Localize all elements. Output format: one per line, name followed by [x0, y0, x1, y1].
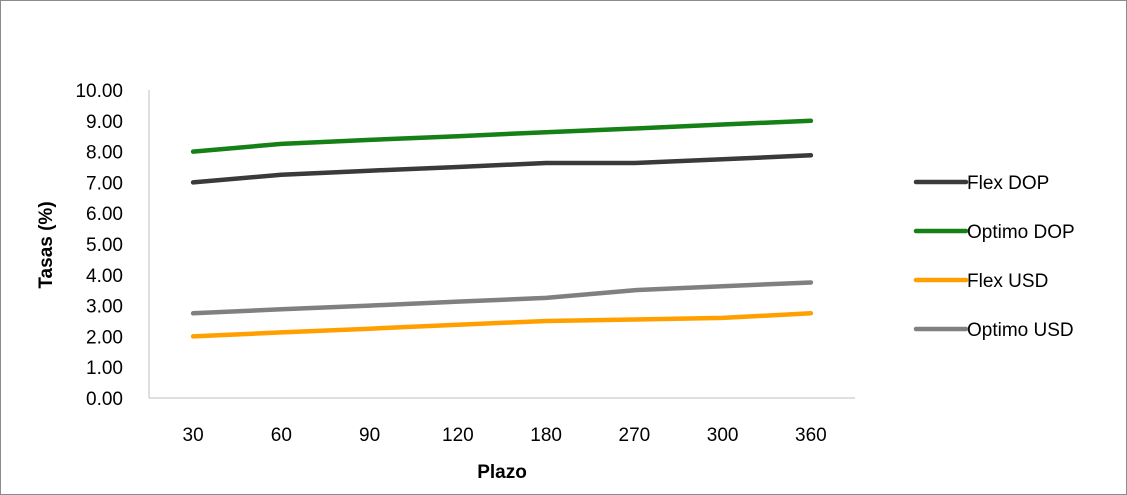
- y-tick-label: 4.00: [86, 266, 123, 287]
- x-tick-label: 180: [530, 425, 562, 446]
- y-tick-label: 8.00: [86, 143, 123, 164]
- y-axis-title: Tasas (%): [36, 201, 57, 288]
- y-tick-label: 0.00: [86, 389, 123, 410]
- x-tick-label: 60: [271, 425, 292, 446]
- series-line-optimo-dop: [190, 118, 814, 154]
- x-tick-label: 30: [183, 425, 204, 446]
- x-tick-label: 120: [442, 425, 474, 446]
- y-tick-label: 3.00: [86, 297, 123, 318]
- legend-label: Optimo USD: [967, 320, 1074, 341]
- series-line-flex-dop: [190, 153, 814, 185]
- x-tick-labels: 30 60 90 120 180 270 300 360: [183, 425, 827, 446]
- legend-label: Flex USD: [967, 271, 1048, 292]
- series-line-optimo-usd: [190, 280, 814, 316]
- x-axis-title: Plazo: [477, 462, 527, 483]
- y-tick-label: 2.00: [86, 327, 123, 348]
- y-tick-label: 6.00: [86, 204, 123, 225]
- x-tick-label: 360: [795, 425, 827, 446]
- legend-label: Optimo DOP: [967, 222, 1075, 243]
- legend: Flex DOP Optimo DOP Flex USD Optimo USD: [913, 173, 1075, 341]
- legend-label: Flex DOP: [967, 173, 1049, 194]
- y-tick-labels: 0.00 1.00 2.00 3.00 4.00 5.00 6.00 7.00 8.00 9.00…: [75, 81, 123, 410]
- x-tick-label: 90: [359, 425, 380, 446]
- y-tick-label: 1.00: [86, 358, 123, 379]
- series-lines: [190, 118, 814, 339]
- y-tick-label: 10.00: [75, 81, 123, 102]
- y-tick-label: 5.00: [86, 235, 123, 256]
- y-tick-label: 9.00: [86, 112, 123, 133]
- x-tick-label: 270: [619, 425, 651, 446]
- series-line-flex-usd: [190, 311, 814, 339]
- x-tick-label: 300: [707, 425, 739, 446]
- y-tick-label: 7.00: [86, 173, 123, 194]
